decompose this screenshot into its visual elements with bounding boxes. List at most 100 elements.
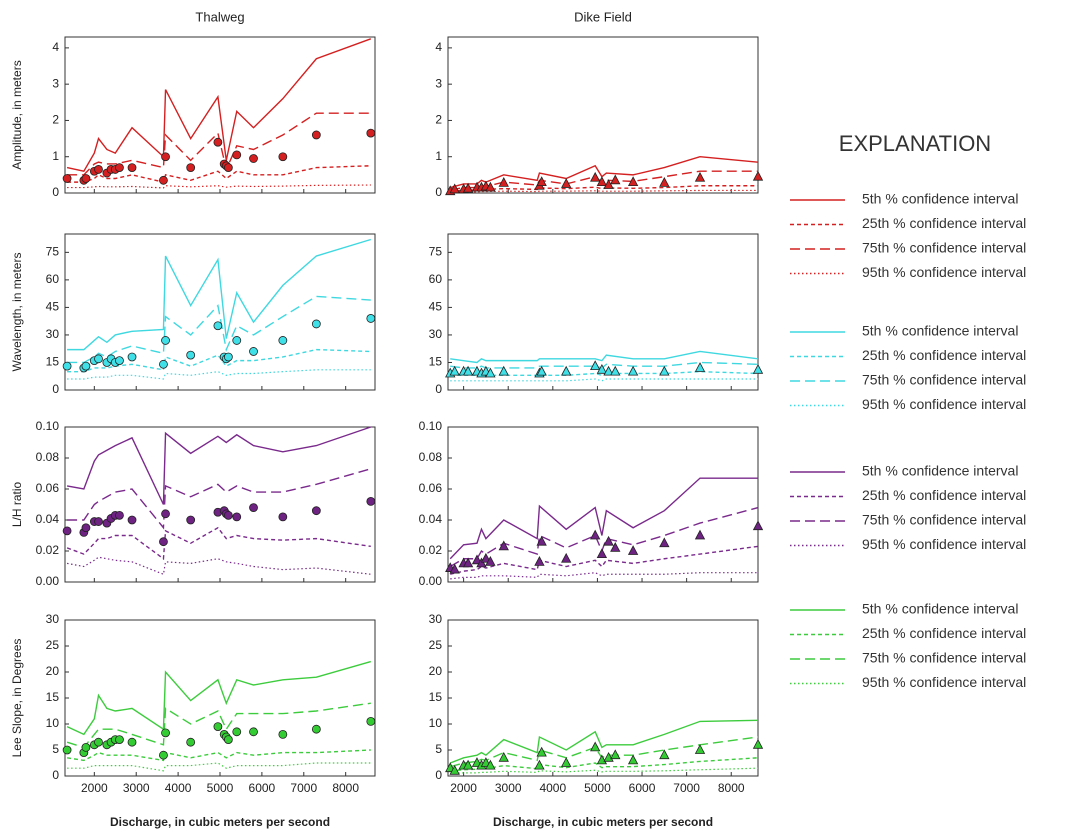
y-tick-label: 0.06 bbox=[36, 481, 60, 495]
x-axis-label: Discharge, in cubic meters per second bbox=[493, 815, 713, 829]
x-tick-label: 7000 bbox=[673, 781, 700, 795]
data-point bbox=[659, 176, 670, 187]
y-tick-label: 15 bbox=[429, 355, 443, 369]
legend-label: 5th % confidence interval bbox=[862, 601, 1018, 617]
ci-line bbox=[66, 556, 371, 576]
ci-line bbox=[450, 189, 758, 193]
ci-line bbox=[450, 170, 758, 191]
data-point bbox=[498, 176, 509, 187]
y-tick-label: 45 bbox=[46, 300, 60, 314]
data-point bbox=[94, 737, 103, 747]
ci-line bbox=[67, 369, 371, 380]
ci-line bbox=[66, 38, 372, 173]
data-point bbox=[752, 170, 764, 181]
data-point bbox=[94, 517, 103, 526]
data-point bbox=[536, 746, 547, 757]
data-point bbox=[498, 751, 509, 762]
plot-area bbox=[67, 238, 372, 380]
data-point bbox=[449, 183, 460, 194]
data-point bbox=[81, 361, 91, 371]
y-tick-label: 0 bbox=[52, 768, 59, 782]
data-point bbox=[659, 537, 670, 548]
data-point bbox=[213, 722, 223, 731]
data-point bbox=[232, 336, 242, 345]
ci-line bbox=[67, 112, 371, 176]
x-tick-label: 6000 bbox=[629, 781, 656, 795]
legend-label: 95th % confidence interval bbox=[862, 536, 1026, 552]
x-tick-label: 3000 bbox=[123, 781, 150, 795]
data-point bbox=[232, 512, 242, 522]
data-point bbox=[94, 165, 103, 174]
y-tick-label: 25 bbox=[429, 638, 443, 652]
y-tick-label: 75 bbox=[429, 245, 443, 259]
data-point bbox=[603, 751, 614, 762]
data-point bbox=[62, 526, 72, 536]
ci-line bbox=[450, 767, 758, 774]
y-tick-label: 3 bbox=[52, 76, 59, 90]
legend-title: EXPLANATION bbox=[839, 131, 991, 156]
ci-line bbox=[449, 719, 758, 764]
data-point bbox=[462, 557, 474, 568]
data-point bbox=[449, 365, 460, 376]
ci-line bbox=[67, 295, 371, 364]
ci-line bbox=[67, 165, 371, 183]
plot-area bbox=[449, 719, 758, 774]
data-point bbox=[81, 174, 91, 183]
y-tick-label: 0.00 bbox=[36, 574, 60, 588]
data-point bbox=[366, 128, 376, 138]
ci-line bbox=[450, 156, 758, 189]
y-tick-label: 3 bbox=[435, 76, 442, 90]
data-point bbox=[627, 176, 639, 187]
data-point bbox=[115, 510, 124, 520]
data-point bbox=[471, 554, 483, 565]
data-point bbox=[232, 150, 242, 160]
data-point bbox=[249, 347, 258, 356]
y-tick-label: 25 bbox=[46, 638, 60, 652]
data-point bbox=[115, 735, 124, 744]
data-point bbox=[127, 163, 137, 173]
x-tick-label: 8000 bbox=[332, 781, 359, 795]
y-tick-label: 10 bbox=[46, 716, 60, 730]
ci-line bbox=[450, 378, 758, 382]
data-point bbox=[249, 503, 258, 513]
y-tick-label: 0 bbox=[435, 382, 442, 396]
legend-label: 25th % confidence interval bbox=[862, 487, 1026, 503]
data-point bbox=[278, 336, 288, 345]
data-point bbox=[278, 730, 288, 739]
y-tick-label: 30 bbox=[46, 612, 60, 626]
y-tick-label: 0 bbox=[435, 768, 442, 782]
data-point bbox=[311, 130, 321, 140]
legend-label: 25th % confidence interval bbox=[862, 215, 1026, 231]
data-point bbox=[752, 363, 764, 374]
y-tick-label: 15 bbox=[46, 690, 60, 704]
x-tick-label: 5000 bbox=[584, 781, 611, 795]
data-point bbox=[462, 182, 474, 193]
data-point bbox=[694, 744, 706, 754]
data-point bbox=[627, 754, 639, 765]
data-point bbox=[561, 757, 572, 767]
y-tick-label: 0.10 bbox=[36, 419, 60, 433]
x-tick-label: 4000 bbox=[165, 781, 192, 795]
data-point bbox=[223, 352, 233, 362]
y-tick-label: 0.10 bbox=[419, 419, 443, 433]
data-point bbox=[223, 735, 233, 744]
data-point bbox=[278, 152, 288, 162]
data-point bbox=[596, 176, 608, 187]
data-point bbox=[498, 365, 509, 376]
legend-label: 95th % confidence interval bbox=[862, 396, 1026, 412]
data-point bbox=[449, 563, 460, 574]
data-point bbox=[186, 350, 196, 360]
y-tick-label: 0 bbox=[52, 185, 59, 199]
legend-label: 75th % confidence interval bbox=[862, 512, 1026, 528]
y-tick-label: 0.02 bbox=[36, 543, 60, 557]
data-point bbox=[249, 727, 258, 737]
y-tick-label: 15 bbox=[46, 355, 60, 369]
data-point bbox=[462, 759, 474, 770]
data-point bbox=[694, 529, 706, 540]
x-tick-label: 4000 bbox=[539, 781, 566, 795]
data-point bbox=[498, 540, 509, 551]
plot-frame bbox=[447, 619, 759, 777]
data-point bbox=[62, 174, 72, 183]
data-point bbox=[462, 365, 474, 376]
